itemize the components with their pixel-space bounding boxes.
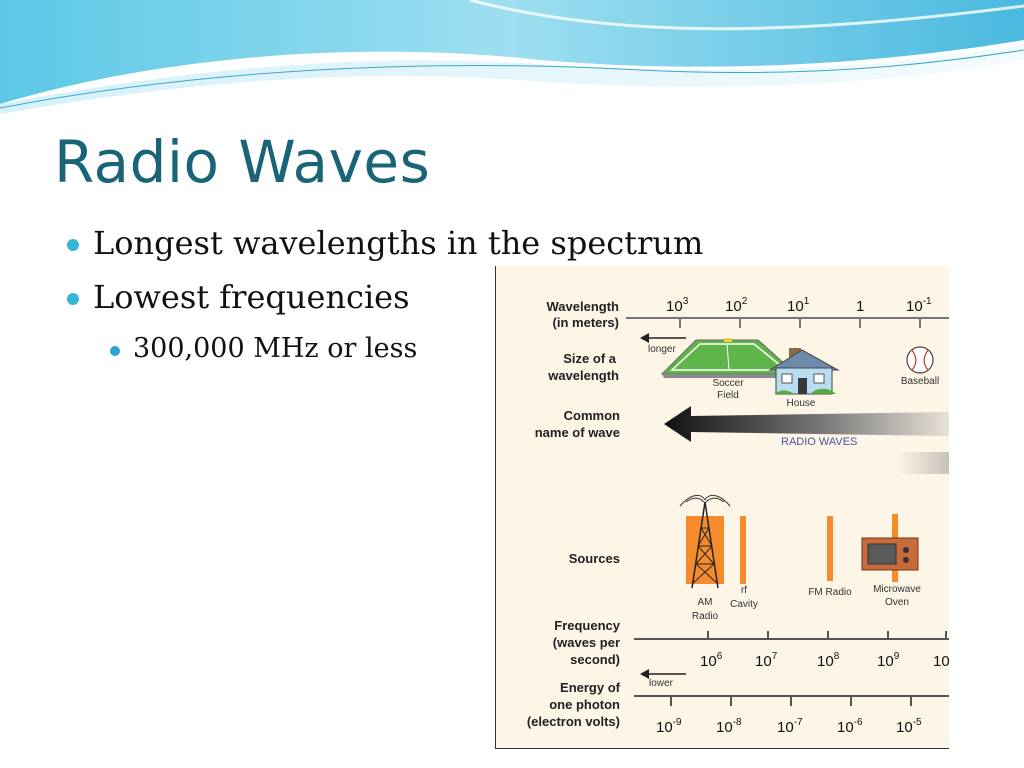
svg-text:(waves per: (waves per	[553, 635, 620, 650]
svg-text:Field: Field	[717, 390, 739, 401]
svg-text:name of wave: name of wave	[535, 425, 620, 440]
wavelength-tick-4: 1	[856, 298, 864, 315]
svg-text:(electron volts): (electron volts)	[527, 714, 620, 729]
frequency-tick-4: 109	[877, 651, 900, 670]
svg-text:rf: rf	[741, 585, 747, 596]
svg-text:Microwave: Microwave	[873, 584, 921, 595]
svg-text:Frequency: Frequency	[554, 618, 621, 633]
svg-text:Soccer: Soccer	[712, 378, 744, 389]
frequency-tick-1: 106	[700, 651, 723, 670]
sub-bullet-1-text: 300,000 MHz or less	[133, 333, 418, 364]
svg-text:Wavelength: Wavelength	[547, 299, 620, 314]
energy-tick-marks	[670, 696, 912, 706]
am-radio-label: AM Radio	[692, 597, 719, 622]
row-label-frequency: Frequency (waves per second)	[553, 618, 621, 667]
bullet-dot	[67, 239, 79, 251]
spectrum-strip	[896, 452, 949, 474]
slide-title: Radio Waves	[54, 128, 431, 196]
energy-tick-5: 10-5	[896, 717, 922, 736]
svg-text:Radio: Radio	[692, 611, 719, 622]
wavelength-tick-marks	[679, 318, 921, 328]
am-radio-tower-icon	[679, 495, 731, 589]
lower-arrow	[640, 669, 686, 679]
spectrum-figure: Wavelength (in meters) Size of a wavelen…	[495, 266, 949, 749]
sub-bullet-1: 300,000 MHz or less	[110, 333, 418, 364]
house-label: House	[787, 398, 816, 409]
svg-text:Oven: Oven	[885, 597, 909, 608]
svg-text:(in meters): (in meters)	[553, 315, 619, 330]
radio-waves-arrow	[664, 406, 949, 442]
svg-text:Cavity: Cavity	[730, 599, 758, 610]
soccer-field-label: Soccer Field	[712, 378, 744, 401]
frequency-tick-3: 108	[817, 651, 840, 670]
energy-tick-3: 10-7	[777, 717, 803, 736]
bullet-dot	[110, 346, 120, 356]
fm-radio-bar	[827, 516, 833, 581]
row-label-size: Size of a wavelength	[547, 351, 619, 383]
rf-cavity-label: rf Cavity	[730, 585, 758, 610]
svg-text:wavelength: wavelength	[547, 368, 619, 383]
baseball-icon	[906, 346, 934, 374]
bullet-2: Lowest frequencies	[67, 278, 410, 316]
row-label-energy: Energy of one photon (electron volts)	[527, 680, 621, 729]
energy-tick-4: 10-6	[837, 717, 863, 736]
row-label-common-name: Common name of wave	[535, 408, 620, 440]
svg-text:AM: AM	[698, 597, 713, 608]
svg-text:Sources: Sources	[569, 551, 620, 566]
bullet-1-text: Longest wavelengths in the spectrum	[93, 224, 704, 262]
row-label-wavelength: Wavelength (in meters)	[547, 299, 620, 330]
longer-arrow	[640, 333, 686, 343]
frequency-tick-2: 107	[755, 651, 778, 670]
wavelength-tick-1: 103	[666, 296, 689, 315]
svg-text:Energy of: Energy of	[560, 680, 621, 695]
frequency-tick-5: 10	[933, 653, 949, 670]
energy-tick-1: 10-9	[656, 717, 682, 736]
svg-text:Common: Common	[564, 408, 620, 423]
wavelength-tick-2: 102	[725, 296, 748, 315]
frequency-tick-marks	[707, 631, 947, 639]
bullet-1: Longest wavelengths in the spectrum	[67, 224, 704, 262]
svg-text:second): second)	[570, 652, 620, 667]
lower-label: lower	[649, 678, 674, 689]
row-label-sources: Sources	[569, 551, 620, 566]
energy-tick-2: 10-8	[716, 717, 742, 736]
header-wave-decoration	[0, 0, 1024, 114]
wavelength-tick-3: 101	[787, 296, 810, 315]
microwave-oven-icon	[861, 537, 919, 571]
bullet-2-text: Lowest frequencies	[93, 278, 410, 316]
wavelength-tick-5: 10-1	[906, 296, 932, 315]
svg-text:Size of a: Size of a	[563, 351, 617, 366]
house-icon	[768, 348, 840, 395]
longer-label: longer	[648, 344, 676, 355]
radio-waves-label: RADIO WAVES	[781, 436, 857, 448]
fm-radio-label: FM Radio	[808, 587, 852, 598]
microwave-oven-label: Microwave Oven	[873, 584, 921, 608]
bullet-dot	[67, 293, 79, 305]
svg-text:one photon: one photon	[549, 697, 620, 712]
rf-cavity-bar	[740, 516, 746, 584]
baseball-label: Baseball	[901, 376, 939, 387]
